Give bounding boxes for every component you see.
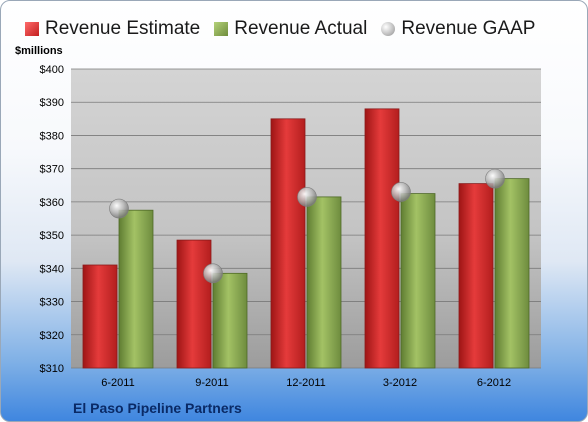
y-tick-label: $320	[40, 330, 64, 342]
marker-revenue-gaap	[109, 198, 129, 219]
legend-item-gaap: Revenue GAAP	[381, 18, 535, 40]
x-tick-label: 9-2011	[195, 377, 228, 389]
y-tick-label: $340	[40, 263, 64, 275]
bar-revenue-estimate	[82, 264, 118, 369]
legend-swatch-actual	[214, 22, 229, 36]
bar-revenue-actual	[494, 178, 530, 369]
legend-label-actual: Revenue Actual	[234, 18, 368, 39]
y-tick-label: $400	[40, 64, 64, 76]
bar-revenue-estimate	[458, 183, 494, 369]
bar-revenue-actual	[400, 193, 436, 369]
legend-label-gaap: Revenue GAAP	[401, 18, 536, 39]
y-tick-label: $370	[40, 164, 64, 176]
y-tick-label: $330	[40, 297, 64, 309]
legend-label-estimate: Revenue Estimate	[45, 18, 201, 39]
y-tick-label: $350	[40, 230, 64, 242]
y-tick-label: $360	[40, 197, 64, 209]
y-tick-label: $380	[40, 130, 64, 142]
bar-revenue-estimate	[364, 108, 400, 369]
y-tick-label: $310	[40, 363, 64, 375]
bar-revenue-estimate	[270, 118, 306, 369]
legend-item-estimate: Revenue Estimate	[25, 18, 200, 40]
legend-swatch-estimate	[25, 22, 39, 36]
bar-revenue-actual	[212, 272, 248, 369]
y-axis-units: $millions	[15, 45, 63, 57]
bar-revenue-estimate	[176, 239, 212, 369]
marker-revenue-gaap	[485, 168, 505, 189]
x-tick-label: 3-2012	[383, 377, 417, 389]
legend: Revenue Estimate Revenue Actual Revenue …	[25, 17, 549, 41]
y-tick-label: $390	[40, 97, 64, 109]
marker-revenue-gaap	[203, 263, 223, 284]
marker-revenue-gaap	[297, 187, 317, 207]
bar-revenue-actual	[118, 209, 154, 369]
company-name: El Paso Pipeline Partners	[73, 400, 242, 416]
legend-swatch-gaap	[381, 22, 396, 36]
x-tick-label: 12-2011	[286, 377, 326, 389]
marker-revenue-gaap	[391, 182, 411, 202]
bar-revenue-actual	[306, 196, 342, 369]
x-tick-label: 6-2011	[101, 377, 134, 389]
legend-item-actual: Revenue Actual	[214, 18, 367, 40]
x-tick-label: 6-2012	[477, 377, 511, 389]
